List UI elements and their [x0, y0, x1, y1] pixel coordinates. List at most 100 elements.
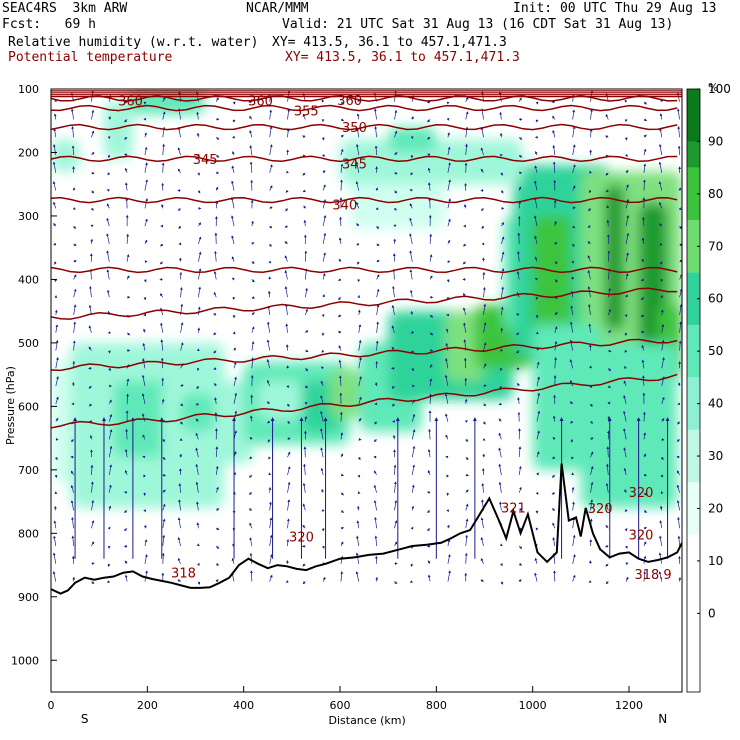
wind-arrow	[661, 396, 665, 404]
wind-arrow	[427, 470, 431, 476]
wind-arrow	[337, 278, 342, 281]
wind-arrow	[606, 463, 609, 475]
theta-contour	[51, 155, 678, 163]
wind-arrow	[552, 129, 556, 138]
wind-arrow	[607, 308, 611, 316]
wind-arrow	[518, 465, 522, 475]
wind-arrow	[358, 376, 362, 387]
wind-arrow	[554, 311, 558, 316]
wind-arrow	[340, 163, 344, 173]
wind-arrow	[303, 463, 306, 475]
wind-arrow	[659, 201, 663, 209]
wind-arrow	[284, 286, 288, 298]
y-tick-label: 700	[18, 464, 39, 477]
wind-arrow	[607, 268, 611, 280]
wind-arrow	[446, 524, 450, 529]
wind-arrow	[429, 275, 433, 280]
wind-arrow	[126, 378, 130, 387]
y-tick-label: 300	[18, 210, 39, 223]
wind-arrow	[143, 328, 146, 333]
wind-arrow	[410, 154, 414, 159]
x-tick-label: 1000	[519, 699, 547, 712]
wind-arrow	[554, 220, 557, 227]
wind-arrow	[160, 243, 164, 247]
wind-arrow	[394, 171, 398, 175]
wind-arrow	[124, 153, 128, 157]
wind-arrow	[231, 180, 235, 191]
wind-arrow	[356, 223, 360, 227]
wind-arrow	[162, 456, 166, 461]
wind-arrow	[462, 261, 466, 265]
wind-arrow	[123, 100, 128, 104]
wind-arrow	[266, 420, 271, 424]
wind-arrow	[569, 321, 574, 333]
wind-arrow	[320, 410, 324, 422]
colorbar-unit: %	[708, 81, 718, 94]
wind-arrow	[394, 130, 398, 138]
wind-arrow	[572, 109, 576, 120]
wind-arrow	[625, 294, 628, 298]
wind-arrow	[534, 277, 538, 281]
wind-arrow	[499, 501, 502, 511]
wind-arrow	[178, 225, 182, 230]
wind-arrow	[356, 201, 360, 209]
wind-arrow	[480, 579, 484, 583]
wind-arrow	[198, 286, 202, 298]
wind-arrow	[572, 225, 576, 229]
wind-arrow	[213, 313, 217, 316]
colorbar-tick-label: 30	[708, 449, 723, 463]
wind-arrow	[162, 503, 166, 511]
wind-arrow	[446, 279, 450, 283]
wind-arrow	[285, 189, 289, 194]
wind-arrow	[106, 269, 110, 280]
wind-arrow	[447, 198, 451, 209]
wind-arrow	[393, 224, 397, 228]
wind-arrow	[606, 205, 610, 209]
wind-arrow	[302, 563, 306, 567]
wind-arrow	[446, 474, 449, 478]
wind-arrow	[125, 428, 129, 440]
wind-arrow	[177, 579, 181, 583]
wind-arrow	[304, 308, 308, 316]
theta-contour	[51, 373, 678, 429]
wind-arrow	[643, 163, 647, 173]
colorbar-band	[687, 587, 700, 640]
wind-arrow	[518, 486, 522, 493]
wind-arrow	[215, 136, 220, 140]
wind-arrow	[268, 260, 272, 264]
wind-arrow	[91, 190, 95, 194]
wind-arrow	[357, 505, 360, 511]
wind-arrow	[287, 108, 290, 120]
wind-arrow	[268, 456, 271, 460]
wind-arrow	[143, 524, 147, 529]
wind-arrow	[642, 216, 645, 227]
wind-arrow	[73, 304, 77, 316]
wind-arrow	[108, 505, 112, 511]
wind-arrow	[53, 535, 57, 547]
wind-arrow	[338, 258, 342, 262]
wind-arrow	[231, 165, 235, 173]
wind-arrow	[498, 402, 502, 406]
wind-arrow	[445, 413, 449, 422]
wind-arrow	[536, 472, 539, 476]
wind-arrow	[89, 268, 93, 280]
wind-arrow	[90, 481, 94, 493]
wind-arrow	[409, 189, 413, 192]
wind-arrow	[141, 374, 146, 387]
wind-arrow	[572, 185, 576, 191]
wind-arrow	[144, 132, 147, 138]
wind-arrow	[52, 552, 57, 564]
wind-arrow	[374, 421, 378, 425]
wind-arrow	[518, 186, 522, 191]
wind-arrow	[143, 474, 146, 478]
wind-arrow	[177, 147, 181, 156]
colorbar-tick-label: 0	[708, 606, 716, 620]
wind-arrow	[53, 242, 57, 246]
wind-arrow	[625, 232, 630, 244]
wind-arrow	[71, 516, 74, 529]
wind-arrow	[198, 236, 202, 244]
wind-arrow	[356, 520, 360, 529]
wind-arrow	[661, 417, 665, 422]
colorbar-band	[687, 482, 700, 535]
wind-arrow	[587, 269, 591, 280]
